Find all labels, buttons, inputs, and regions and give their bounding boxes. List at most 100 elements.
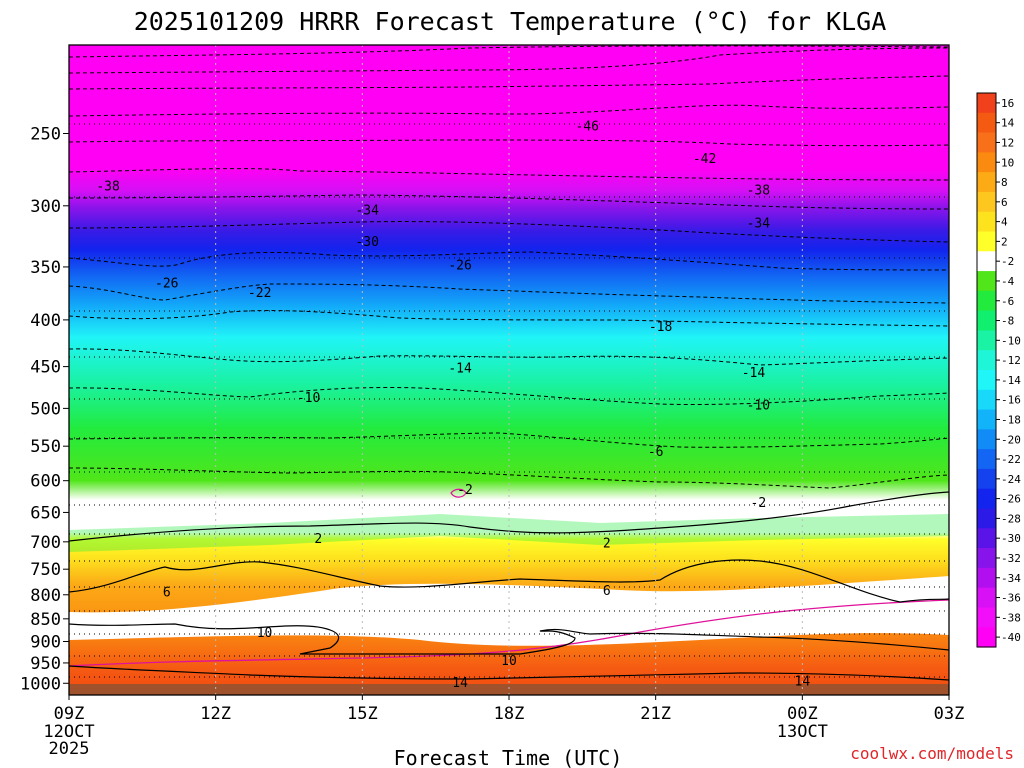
contour-label: -2 [457,483,473,498]
colorbar-tick-label: -2 [1001,255,1014,268]
colorbar-swatch [977,172,996,193]
contour-label: -34 [355,204,379,219]
colorbar-swatch [977,548,996,569]
colorbar-swatch [977,389,996,411]
below-ground [69,684,949,695]
contour-label: -38 [96,179,119,194]
contour-14c [69,665,949,681]
colorbar-tick-label: 2 [1001,235,1008,248]
colorbar-swatch [977,607,996,628]
y-tick-label: 350 [30,258,61,278]
colorbar-swatch [977,350,996,371]
contour-label: 10 [257,626,273,641]
colorbar-tick-label: -12 [1001,354,1021,367]
colorbar-swatch [977,93,996,114]
colorbar-swatch [977,508,996,529]
colorbar-tick-label: 4 [1001,216,1008,229]
colorbar-tick-label: -26 [1001,493,1021,506]
colorbar-tick-label: -10 [1001,334,1021,347]
zero-degree-loop [450,488,467,498]
y-tick-label: 450 [30,358,61,378]
contour-label: -14 [448,361,472,376]
x-tick-label: 09Z [54,704,85,724]
contour-label: -6 [648,445,664,460]
contour-label: 2 [603,536,611,551]
contour-label: -38 [747,184,770,199]
y-tick-label: 600 [30,472,61,492]
y-tick-label: 750 [30,560,61,580]
colorbar-swatch [977,627,996,648]
time-gridlines [215,45,803,695]
contour-label: -10 [297,391,320,406]
colorbar-swatch [977,132,996,153]
colorbar-swatch [977,152,996,173]
colorbar-tick-label: 12 [1001,136,1014,149]
contour-label: -2 [751,496,767,511]
zero-degree-contour [69,599,949,667]
colorbar-swatch [977,429,996,450]
colorbar-tick-label: 10 [1001,156,1014,169]
y-tick-label: 1000 [20,674,61,694]
colorbar-frame [976,92,997,648]
colorbar-tick-label: -22 [1001,453,1021,466]
x-tick-label: 15Z [347,704,378,724]
contour-label: -46 [575,119,598,134]
x-tick-label: 00Z [787,704,818,724]
contour-label: 10 [501,654,517,669]
contour-label: 2 [314,532,322,547]
colorbar-swatch [977,231,996,252]
colorbar-swatch [977,587,996,609]
colorbar-tick-label: -40 [1001,631,1021,644]
contour-label: -34 [747,217,771,232]
colorbar-swatch [977,310,996,332]
y-tick-label: 650 [30,503,61,523]
y-tick-label: 800 [30,586,61,606]
y-tick-label: 250 [30,124,61,144]
contour-label: -30 [355,235,378,250]
x-date-label: 2025 [49,739,90,759]
colorbar-tick-label: -30 [1001,532,1021,545]
chart-title: 2025101209 HRRR Forecast Temperature (°C… [134,7,887,36]
y-axis: 2503003504004505005506006507007508008509… [20,124,69,694]
colorbar-swatch [977,468,996,490]
contour-label: 14 [452,676,468,691]
colorbar-swatch [977,330,996,351]
green-band-shade [69,513,949,552]
colorbar-swatch [977,211,996,233]
plot-area: -46-42-38 -38-34-34-30-26-26-22-18-14 -14-… [69,45,949,695]
contour-label: -18 [649,320,672,335]
contour-labels: -46-42-38 -38-34-34-30-26-26-22-18-14 -14-… [96,119,811,691]
x-tick-label: 12Z [200,704,231,724]
colorbar-tick-label: -16 [1001,394,1021,407]
colorbar-tick-label: -14 [1001,374,1021,387]
colorbar-swatch [977,370,996,391]
colorbar-swatch [977,191,996,213]
colorbar-tick-label: 6 [1001,196,1008,209]
colorbar: 16 14 12 10 8 6 4 2 -2 -4 -6 -8 -10 -12 -14 -16 -18 -20 -2… [976,92,1021,648]
contour-label: 14 [795,674,811,689]
x-tick-label: 21Z [640,704,671,724]
y-tick-label: 550 [30,437,61,457]
y-tick-label: 500 [30,399,61,419]
contour-2c [69,491,949,542]
y-tick-label: 300 [30,197,61,217]
contour-label: -26 [448,259,471,274]
y-tick-label: 850 [30,610,61,630]
colorbar-tick-label: -38 [1001,611,1021,624]
colorbar-tick-label: -36 [1001,592,1021,605]
contour-label: -26 [155,276,178,291]
y-tick-label: 700 [30,533,61,553]
contour-label: -22 [248,286,271,301]
x-axis-title: Forecast Time (UTC) [394,746,623,768]
colorbar-tick-label: -20 [1001,433,1021,446]
colorbar-swatch [977,271,996,292]
colorbar-tick-label: -6 [1001,295,1014,308]
contour-label: -42 [693,152,716,167]
x-date-label: 12OCT [43,722,94,742]
colorbar-tick-label: 16 [1001,97,1014,110]
colorbar-swatch [977,409,996,430]
colorbar-swatch [977,112,996,134]
colorbar-tick-label: 14 [1001,117,1015,130]
